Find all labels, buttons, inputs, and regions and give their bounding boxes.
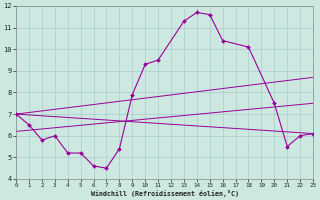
X-axis label: Windchill (Refroidissement éolien,°C): Windchill (Refroidissement éolien,°C) (91, 190, 239, 197)
